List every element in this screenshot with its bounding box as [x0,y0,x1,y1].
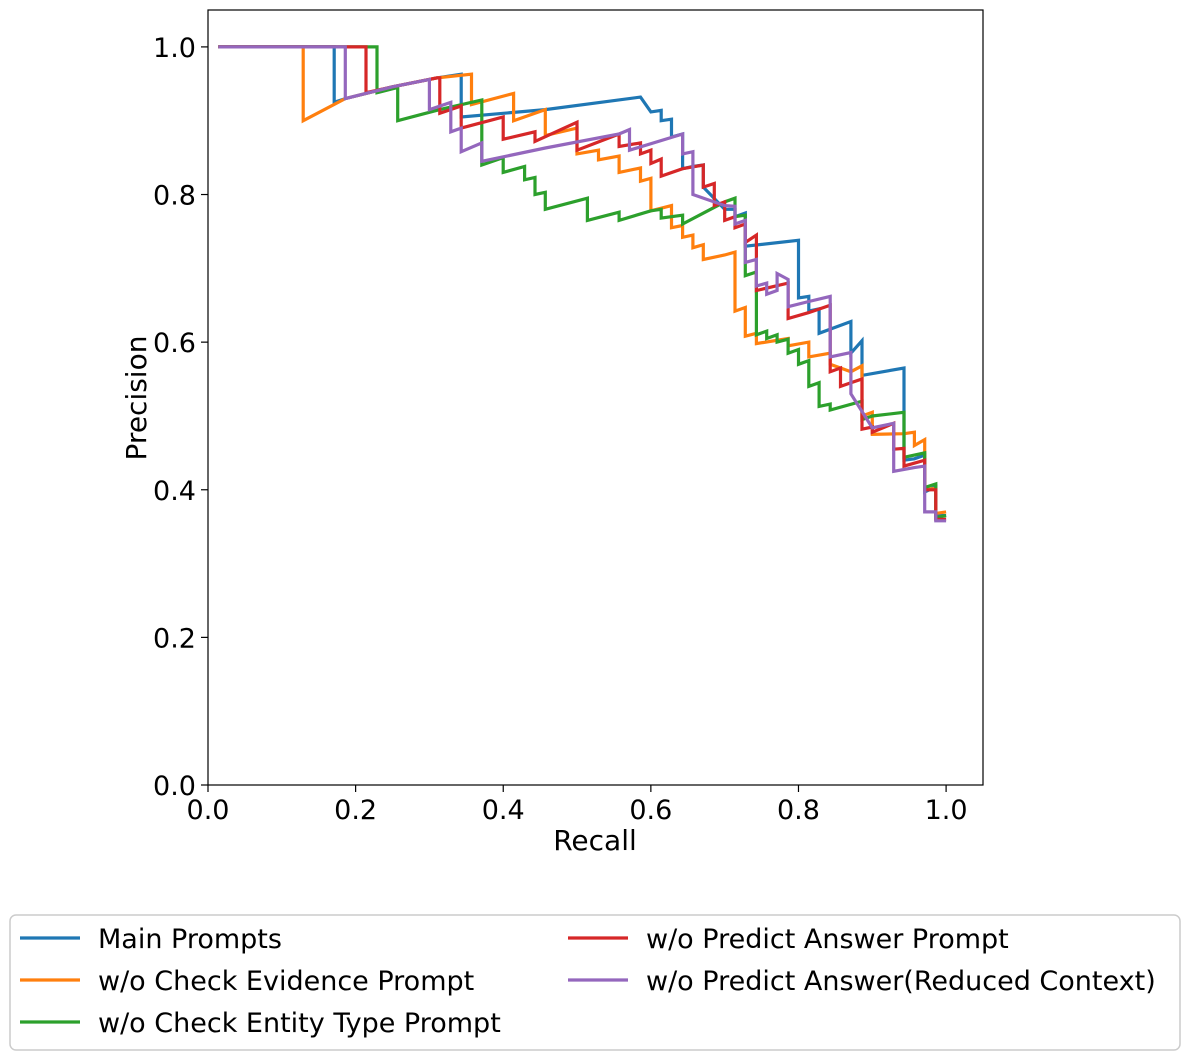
series-line-4 [218,45,947,521]
series-line-2 [218,45,947,516]
x-tick-label: 0.4 [482,795,525,826]
legend: Main Prompts w/o Check Evidence Prompt w/o… [9,914,1181,1051]
legend-frame [9,914,1181,1051]
x-tick-label: 1.0 [925,795,968,826]
y-tick-label: 0.6 [153,328,196,359]
y-axis-label: Precision [120,336,153,461]
legend-label-1: Main Prompts [98,924,282,955]
x-tick-label: 0.2 [334,795,377,826]
legend-items: Main Prompts w/o Check Evidence Prompt w/o… [20,924,1156,1039]
y-tick-label: 1.0 [153,33,196,64]
y-tick-label: 0.8 [153,181,196,212]
legend-label-3: w/o Check Entity Type Prompt [98,1008,501,1039]
x-axis-label: Recall [553,824,637,857]
x-tick-label: 0.6 [629,795,672,826]
plot-area-frame [207,9,984,786]
y-tick-label: 0.2 [153,623,196,654]
series-layer [218,45,947,523]
axis-ticks: 0.0 0.2 0.4 0.6 0.8 1.0 0.0 0.2 0.4 0.6 0.8 1.0 [153,33,968,826]
x-tick-label: 0.8 [777,795,820,826]
y-tick-label: 0.4 [153,476,196,507]
x-tick-label: 0.0 [187,795,230,826]
legend-label-5: w/o Predict Answer(Reduced Context) [646,966,1156,997]
legend-label-4: w/o Predict Answer Prompt [646,924,1009,955]
y-tick-label: 0.0 [153,771,196,802]
series-line-5 [218,45,947,523]
legend-label-2: w/o Check Evidence Prompt [98,966,474,997]
